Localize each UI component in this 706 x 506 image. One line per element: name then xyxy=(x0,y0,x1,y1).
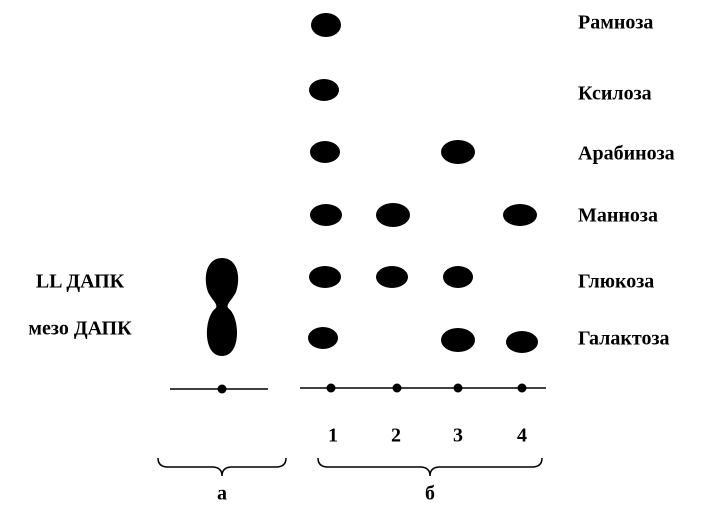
start-point xyxy=(393,384,402,393)
spot xyxy=(310,141,340,163)
sugar-label: Галактоза xyxy=(578,328,669,350)
chromatogram: Рамноза Ксилоза Арабиноза Манноза Глюкоз… xyxy=(0,0,706,506)
spot xyxy=(308,327,338,349)
lane-label: 3 xyxy=(453,425,463,447)
brace xyxy=(318,458,542,476)
brace xyxy=(158,458,286,476)
standard-label: мезо ДАПК xyxy=(28,318,132,340)
group-label: б xyxy=(425,483,435,505)
spot xyxy=(206,258,238,356)
lane-label: 2 xyxy=(391,425,401,447)
spot xyxy=(309,266,341,288)
group-label: а xyxy=(217,483,227,505)
start-point xyxy=(518,384,527,393)
start-point xyxy=(218,385,227,394)
spot xyxy=(376,203,410,227)
sugar-label: Ксилоза xyxy=(578,83,652,105)
sugar-label: Рамноза xyxy=(578,12,653,34)
sugar-label: Манноза xyxy=(578,205,658,227)
spot xyxy=(441,328,475,352)
spot xyxy=(506,331,538,353)
lane-label: 4 xyxy=(517,425,527,447)
spot xyxy=(309,79,339,101)
spot xyxy=(503,204,537,226)
start-point xyxy=(454,384,463,393)
lane-label: 1 xyxy=(328,425,338,447)
spot xyxy=(311,13,341,37)
standard-label: LL ДАПК xyxy=(36,271,125,293)
spot xyxy=(376,266,408,288)
spot xyxy=(310,204,342,226)
spot xyxy=(441,140,475,164)
sugar-label: Глюкоза xyxy=(578,271,654,293)
spot xyxy=(443,266,473,288)
sugar-label: Арабиноза xyxy=(578,143,675,165)
start-point xyxy=(327,384,336,393)
